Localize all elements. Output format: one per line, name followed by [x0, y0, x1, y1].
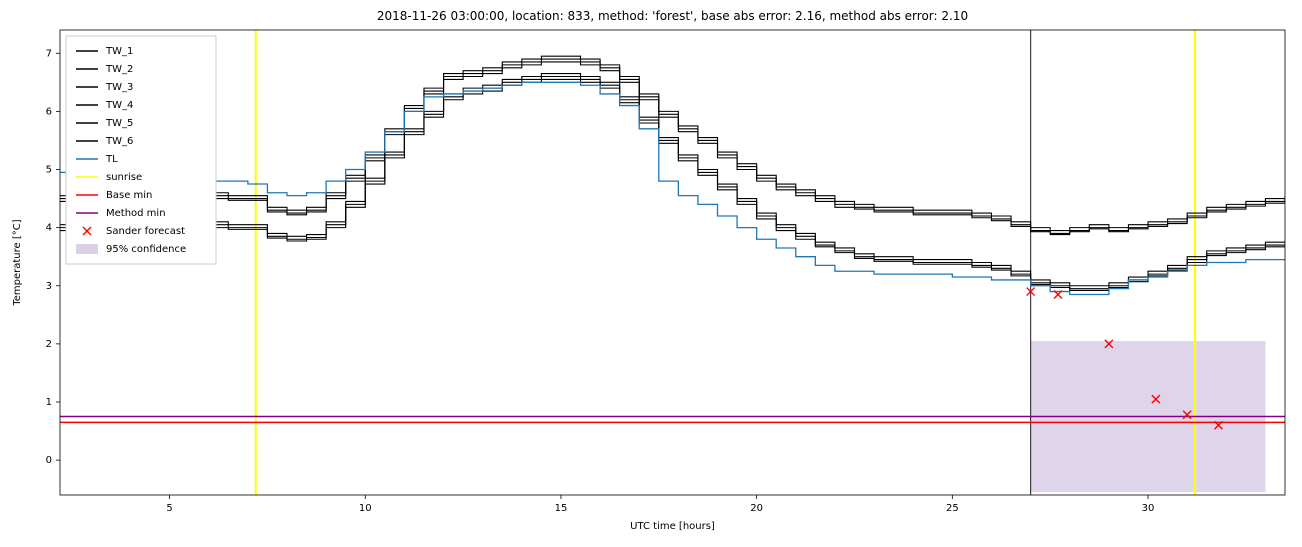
legend-label: sunrise	[106, 172, 142, 183]
legend-label: TW_6	[105, 136, 133, 147]
legend-label: TL	[105, 154, 118, 165]
y-axis-label: Temperature [°C]	[12, 219, 23, 306]
x-tick-label: 30	[1142, 503, 1155, 514]
y-tick-label: 1	[46, 397, 52, 408]
legend: TW_1 TW_2 TW_3 TW_4 TW_5 TW_6 TL sunrise Base mi…	[66, 36, 216, 264]
x-tick-label: 20	[750, 503, 763, 514]
x-tick-label: 25	[946, 503, 959, 514]
legend-label: Base min	[106, 190, 152, 201]
legend-label: TW_4	[105, 100, 133, 111]
y-tick-label: 7	[46, 48, 52, 59]
y-tick-label: 3	[46, 281, 52, 292]
legend-label: Sander forecast	[106, 226, 185, 237]
legend-label: 95% confidence	[106, 244, 186, 255]
chart-svg: 5 10 15 20 25 30 0 1 2 3 4 5 6 7 UTC time [hours] Tempe…	[0, 0, 1302, 547]
legend-label: TW_2	[105, 64, 133, 75]
x-axis-label: UTC time [hours]	[630, 521, 715, 532]
legend-label: TW_3	[105, 82, 133, 93]
y-tick-label: 0	[46, 455, 52, 466]
legend-label: TW_1	[105, 46, 133, 57]
x-tick-label: 15	[555, 503, 568, 514]
y-tick-label: 5	[46, 165, 52, 176]
y-tick-label: 2	[46, 339, 52, 350]
chart-title: 2018-11-26 03:00:00, location: 833, meth…	[377, 9, 968, 23]
y-tick-label: 4	[46, 223, 52, 234]
x-tick-label: 10	[359, 503, 372, 514]
chart-container: 5 10 15 20 25 30 0 1 2 3 4 5 6 7 UTC time [hours] Tempe…	[0, 0, 1302, 547]
legend-label: TW_5	[105, 118, 133, 129]
legend-swatch-patch	[76, 244, 98, 254]
y-tick-label: 6	[46, 106, 52, 117]
x-tick-label: 5	[166, 503, 172, 514]
legend-label: Method min	[106, 208, 166, 219]
